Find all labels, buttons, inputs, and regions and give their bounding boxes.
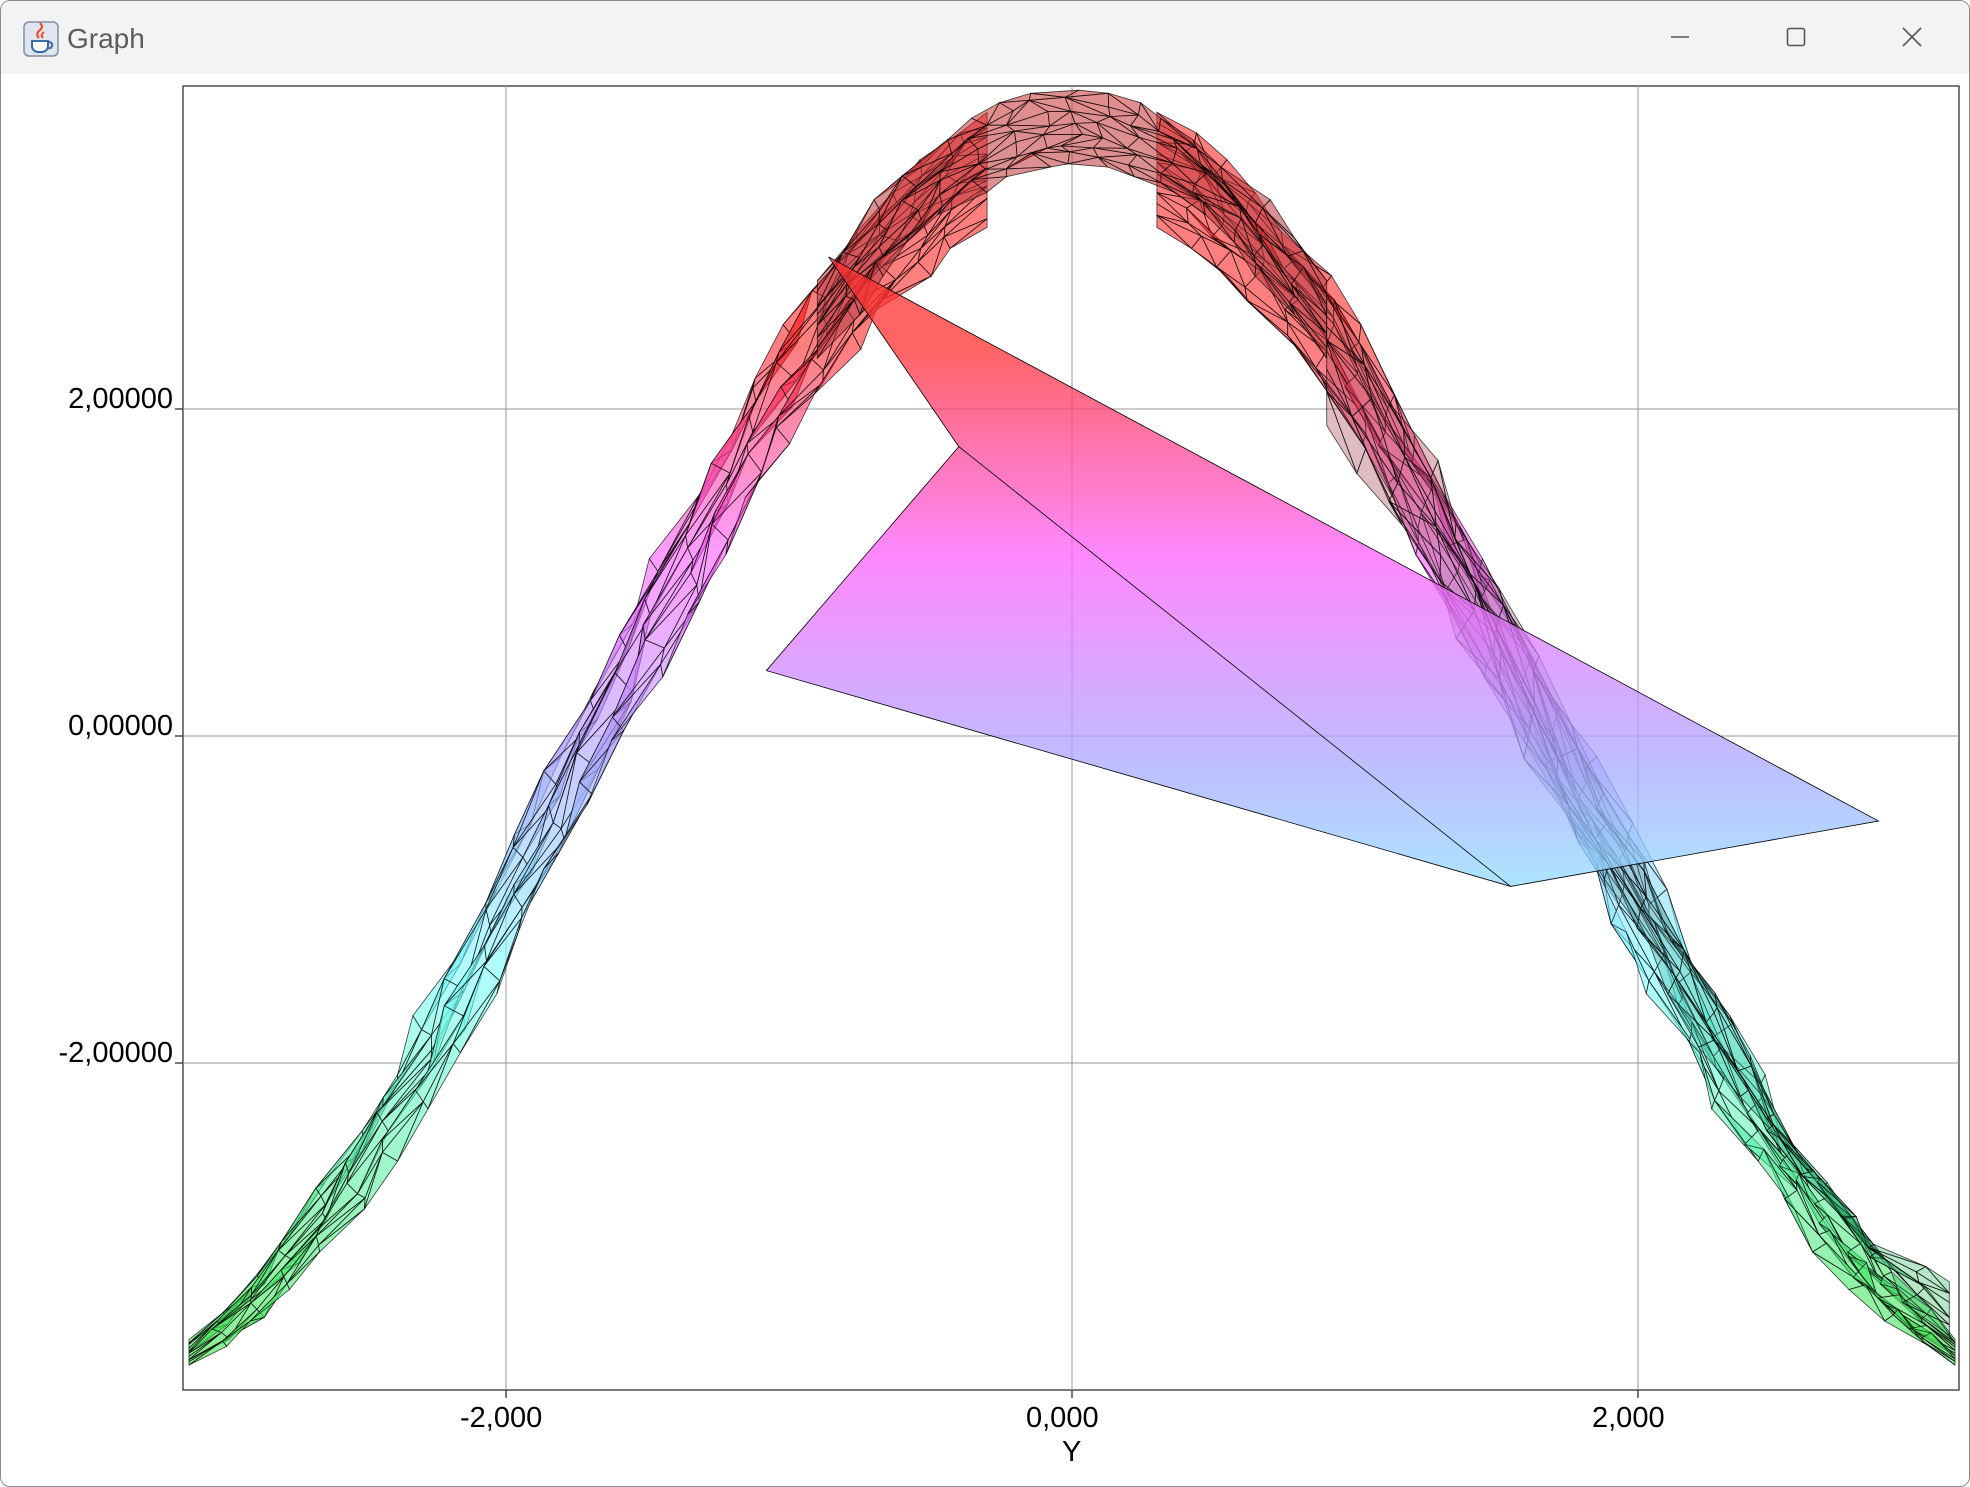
mesh-triangle	[1697, 1039, 1741, 1097]
x-axis-title: Y	[1062, 1436, 1082, 1468]
x-tick-label: 2,000	[1592, 1402, 1665, 1434]
mesh-triangle	[775, 393, 815, 445]
mesh-edge	[958, 446, 1511, 887]
mesh-triangle	[1784, 1198, 1813, 1253]
mesh-triangle	[1160, 182, 1206, 215]
mesh-triangle	[1156, 214, 1192, 249]
mesh-triangle	[851, 309, 877, 351]
left-flank	[188, 111, 988, 1366]
close-button[interactable]	[1857, 9, 1967, 65]
surface-mesh	[188, 89, 1956, 1366]
mesh-triangle	[1645, 979, 1701, 1053]
minimize-button[interactable]	[1625, 9, 1735, 65]
mesh-triangle	[496, 931, 519, 994]
title-bar[interactable]: Graph	[1, 1, 1969, 74]
mesh-triangle	[1097, 156, 1135, 177]
surface-sheet	[765, 256, 1880, 887]
mesh-triangle	[518, 868, 545, 933]
mesh-triangle	[318, 1208, 365, 1253]
mesh-triangle	[1287, 335, 1330, 395]
mesh-triangle	[1202, 201, 1235, 243]
mesh-triangle	[1326, 391, 1358, 474]
mesh-triangle	[949, 217, 988, 249]
window-title: Graph	[67, 23, 145, 54]
mesh-triangle	[874, 242, 907, 277]
mesh-triangle	[1356, 447, 1403, 526]
maximize-button[interactable]	[1741, 9, 1851, 65]
close-icon	[1902, 27, 1922, 47]
mesh-triangle	[1031, 152, 1069, 168]
maximize-icon	[1786, 27, 1806, 47]
mesh-triangle	[1005, 166, 1051, 178]
mesh-triangle	[1289, 302, 1328, 359]
y-tick-label: 2,00000	[68, 383, 173, 415]
mesh-triangle	[1867, 1244, 1926, 1267]
y-tick-label: -2,00000	[58, 1037, 174, 1069]
mesh-triangle	[1246, 300, 1299, 350]
mesh-triangle	[1925, 1266, 1950, 1295]
mesh-triangle	[222, 1320, 251, 1347]
surface-plot[interactable]	[1, 74, 1969, 1486]
mesh-triangle	[1603, 863, 1648, 939]
mesh-triangle	[970, 176, 1009, 194]
mesh-triangle	[286, 1251, 320, 1291]
minimize-icon	[1671, 36, 1689, 38]
mesh-triangle	[745, 443, 791, 498]
x-tick-label: -2,000	[460, 1402, 543, 1434]
mesh-triangle	[1883, 1314, 1930, 1347]
mesh-triangle	[1848, 1284, 1886, 1322]
y-tick-label: 0,00000	[68, 710, 173, 742]
mesh-triangle	[1922, 1341, 1956, 1366]
crest-cap	[816, 89, 1328, 360]
mesh-triangle	[1757, 1148, 1795, 1210]
plot-area[interactable]: -2,000 0,000 2,000 2,00000 0,00000 -2,00000 Y	[1, 74, 1969, 1486]
mesh-triangle	[1388, 501, 1441, 581]
mesh-triangle	[1254, 262, 1295, 315]
java-cup-icon	[23, 21, 59, 57]
x-tick-label: 0,000	[1026, 1402, 1099, 1434]
